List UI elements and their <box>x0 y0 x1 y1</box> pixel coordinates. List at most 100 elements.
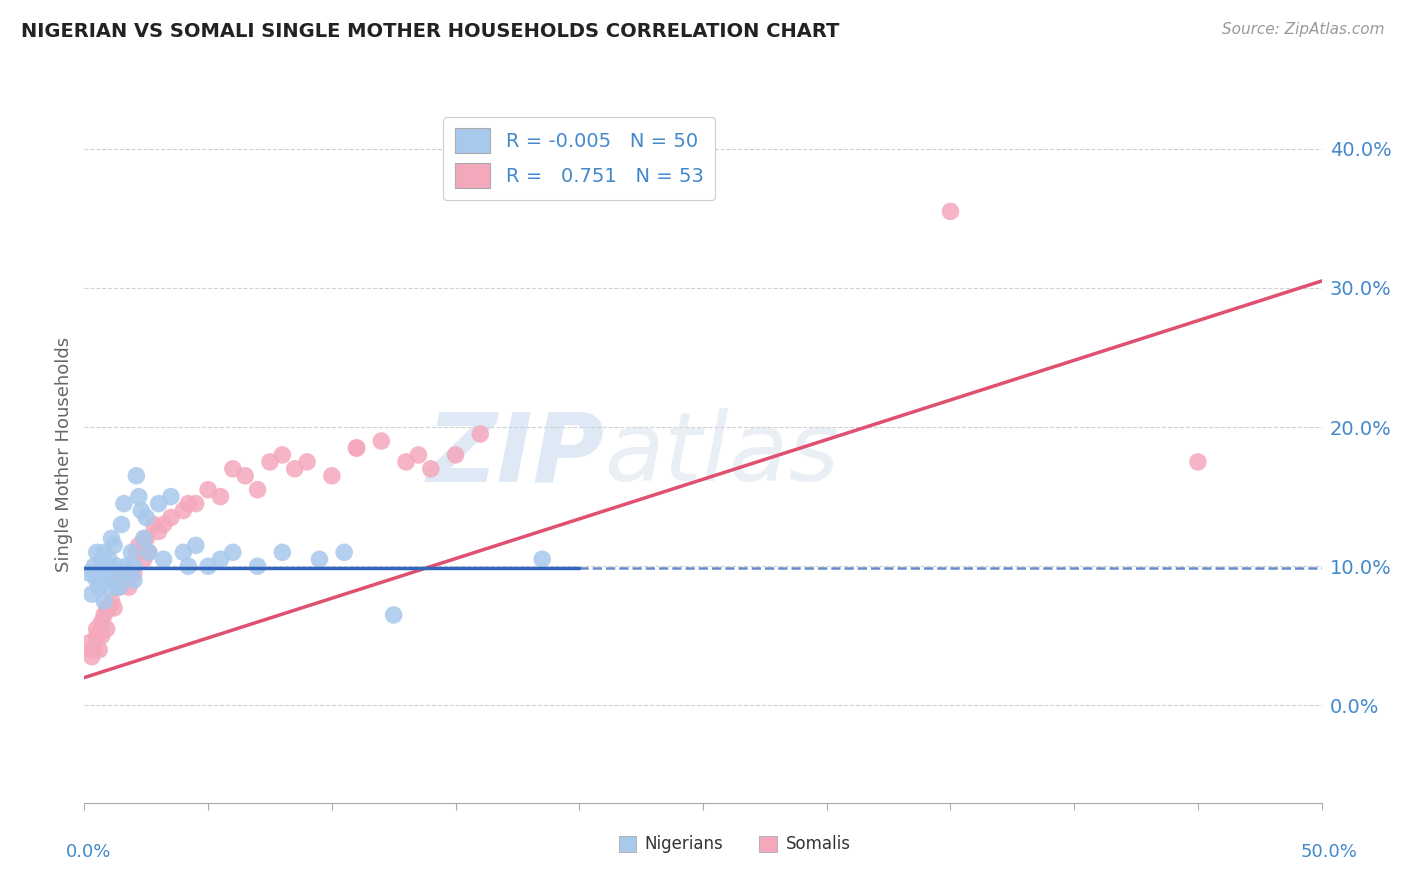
Point <box>222 545 245 559</box>
Point <box>83 566 105 581</box>
Point <box>184 538 207 552</box>
Text: Somalis: Somalis <box>786 835 851 853</box>
Point <box>93 594 115 608</box>
Point <box>1187 455 1209 469</box>
Point <box>160 490 183 504</box>
Point <box>80 649 103 664</box>
Point <box>80 587 103 601</box>
Point <box>142 517 165 532</box>
Point <box>444 448 467 462</box>
Point <box>125 545 148 559</box>
Point <box>112 566 135 581</box>
Point <box>271 545 294 559</box>
Point <box>93 607 115 622</box>
Point <box>259 455 281 469</box>
Point <box>408 448 430 462</box>
Point <box>177 497 200 511</box>
Point <box>103 601 125 615</box>
Point <box>90 629 112 643</box>
Point <box>177 559 200 574</box>
Point <box>470 427 492 442</box>
Point <box>115 559 138 574</box>
Point <box>86 629 108 643</box>
Point <box>128 538 150 552</box>
Y-axis label: Single Mother Households: Single Mother Households <box>55 337 73 573</box>
Point <box>89 642 111 657</box>
Text: Nigerians: Nigerians <box>645 835 724 853</box>
Point <box>122 566 145 581</box>
Point <box>79 566 101 581</box>
Point <box>120 545 142 559</box>
Text: 50.0%: 50.0% <box>1301 843 1357 861</box>
Point <box>333 545 356 559</box>
Point <box>132 552 155 566</box>
Point <box>382 607 405 622</box>
Point <box>96 622 118 636</box>
Point <box>160 510 183 524</box>
Point <box>246 559 269 574</box>
Point <box>308 552 330 566</box>
Point <box>370 434 392 448</box>
Point <box>233 468 256 483</box>
Point <box>93 545 115 559</box>
Text: ZIP: ZIP <box>426 409 605 501</box>
Point <box>128 490 150 504</box>
Point <box>105 559 128 574</box>
Point <box>108 580 131 594</box>
Point <box>129 503 152 517</box>
Point <box>108 580 131 594</box>
Point <box>98 552 121 566</box>
Text: atlas: atlas <box>605 409 839 501</box>
Point <box>93 559 115 574</box>
Point <box>86 622 108 636</box>
Point <box>172 503 194 517</box>
Point <box>96 601 118 615</box>
Point <box>112 573 135 587</box>
Point <box>132 532 155 546</box>
Point <box>122 573 145 587</box>
Point <box>125 468 148 483</box>
Point <box>103 538 125 552</box>
Point <box>103 580 125 594</box>
Point <box>246 483 269 497</box>
Point <box>152 552 174 566</box>
Point <box>209 490 232 504</box>
Point <box>135 532 157 546</box>
Point <box>80 642 103 657</box>
Point <box>197 483 219 497</box>
Point <box>346 441 368 455</box>
Point <box>115 566 138 581</box>
Point <box>138 545 160 559</box>
Point <box>105 573 128 587</box>
Point <box>148 497 170 511</box>
Point <box>98 601 121 615</box>
Point <box>90 573 112 587</box>
Point <box>138 545 160 559</box>
Point <box>135 510 157 524</box>
Point <box>531 552 554 566</box>
Point <box>122 559 145 574</box>
Point <box>110 517 132 532</box>
Point <box>271 448 294 462</box>
Point <box>112 497 135 511</box>
Point <box>90 615 112 629</box>
Point <box>939 204 962 219</box>
Point <box>98 573 121 587</box>
Point <box>148 524 170 539</box>
Legend: R = -0.005   N = 50, R =   0.751   N = 53: R = -0.005 N = 50, R = 0.751 N = 53 <box>443 117 716 200</box>
Point <box>197 559 219 574</box>
Point <box>83 559 105 574</box>
Point <box>118 566 141 581</box>
Point <box>295 455 318 469</box>
Text: 0.0%: 0.0% <box>66 843 111 861</box>
Point <box>346 441 368 455</box>
Point <box>321 468 343 483</box>
Point <box>89 580 111 594</box>
Point <box>152 517 174 532</box>
Point <box>395 455 418 469</box>
Point <box>100 594 122 608</box>
Point <box>222 462 245 476</box>
Point <box>96 566 118 581</box>
Text: Source: ZipAtlas.com: Source: ZipAtlas.com <box>1222 22 1385 37</box>
Point <box>83 642 105 657</box>
